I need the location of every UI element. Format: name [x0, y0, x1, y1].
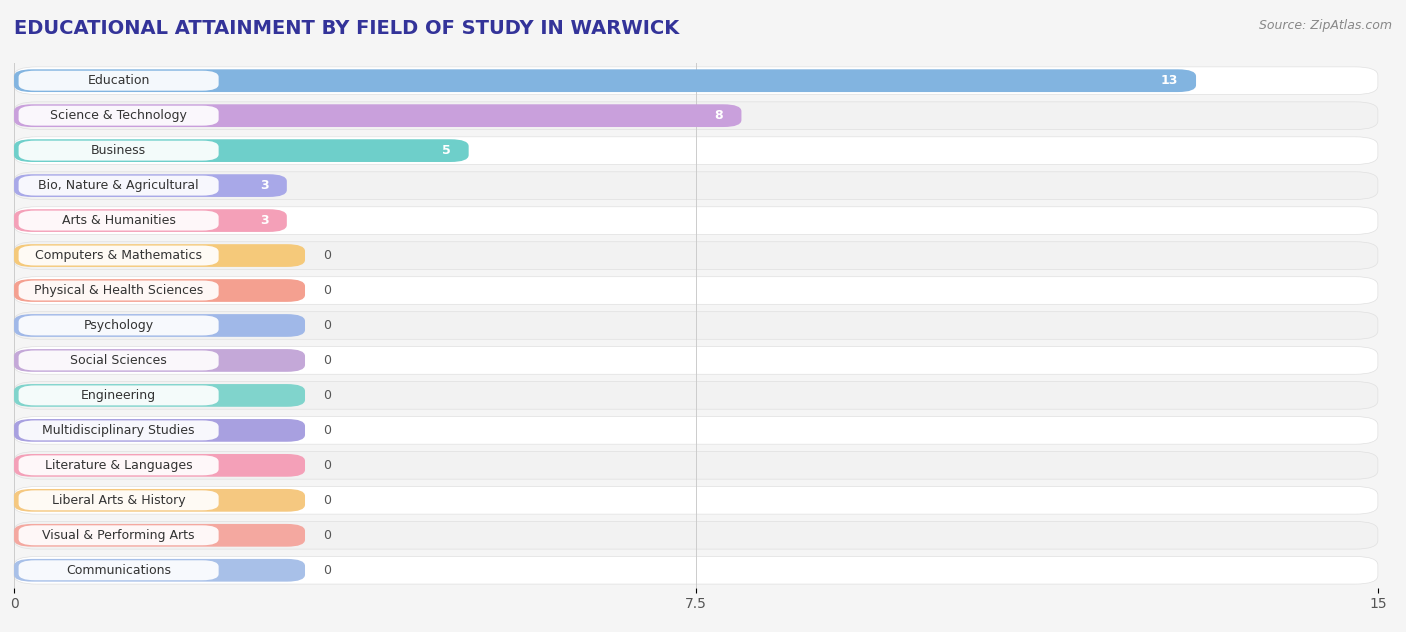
- FancyBboxPatch shape: [14, 416, 1378, 444]
- Text: Psychology: Psychology: [83, 319, 153, 332]
- Text: Education: Education: [87, 74, 150, 87]
- FancyBboxPatch shape: [14, 451, 1378, 479]
- FancyBboxPatch shape: [14, 137, 1378, 164]
- FancyBboxPatch shape: [14, 139, 468, 162]
- FancyBboxPatch shape: [18, 561, 219, 580]
- FancyBboxPatch shape: [14, 172, 1378, 200]
- FancyBboxPatch shape: [14, 349, 305, 372]
- FancyBboxPatch shape: [14, 174, 287, 197]
- FancyBboxPatch shape: [14, 314, 305, 337]
- Text: 8: 8: [714, 109, 723, 122]
- Text: 3: 3: [260, 179, 269, 192]
- FancyBboxPatch shape: [14, 244, 305, 267]
- FancyBboxPatch shape: [14, 279, 305, 302]
- FancyBboxPatch shape: [18, 106, 219, 126]
- FancyBboxPatch shape: [18, 525, 219, 545]
- FancyBboxPatch shape: [14, 346, 1378, 374]
- Text: 0: 0: [323, 424, 332, 437]
- Text: 0: 0: [323, 459, 332, 472]
- Text: 3: 3: [260, 214, 269, 227]
- Text: Bio, Nature & Agricultural: Bio, Nature & Agricultural: [38, 179, 198, 192]
- FancyBboxPatch shape: [18, 176, 219, 195]
- FancyBboxPatch shape: [18, 315, 219, 336]
- FancyBboxPatch shape: [14, 384, 305, 407]
- FancyBboxPatch shape: [18, 246, 219, 265]
- FancyBboxPatch shape: [14, 102, 1378, 130]
- FancyBboxPatch shape: [14, 419, 305, 442]
- Text: 0: 0: [323, 284, 332, 297]
- Text: Business: Business: [91, 144, 146, 157]
- FancyBboxPatch shape: [14, 454, 305, 477]
- Text: Liberal Arts & History: Liberal Arts & History: [52, 494, 186, 507]
- FancyBboxPatch shape: [14, 70, 1197, 92]
- FancyBboxPatch shape: [18, 281, 219, 300]
- Text: 13: 13: [1160, 74, 1178, 87]
- FancyBboxPatch shape: [18, 386, 219, 405]
- Text: Computers & Mathematics: Computers & Mathematics: [35, 249, 202, 262]
- Text: Engineering: Engineering: [82, 389, 156, 402]
- FancyBboxPatch shape: [14, 489, 305, 512]
- FancyBboxPatch shape: [14, 67, 1378, 95]
- Text: 0: 0: [323, 354, 332, 367]
- Text: 0: 0: [323, 249, 332, 262]
- Text: Arts & Humanities: Arts & Humanities: [62, 214, 176, 227]
- Text: 0: 0: [323, 494, 332, 507]
- Text: Source: ZipAtlas.com: Source: ZipAtlas.com: [1258, 19, 1392, 32]
- Text: Multidisciplinary Studies: Multidisciplinary Studies: [42, 424, 195, 437]
- Text: Literature & Languages: Literature & Languages: [45, 459, 193, 472]
- Text: Science & Technology: Science & Technology: [51, 109, 187, 122]
- FancyBboxPatch shape: [14, 209, 287, 232]
- FancyBboxPatch shape: [18, 490, 219, 510]
- FancyBboxPatch shape: [14, 524, 305, 547]
- Text: Social Sciences: Social Sciences: [70, 354, 167, 367]
- FancyBboxPatch shape: [14, 207, 1378, 234]
- FancyBboxPatch shape: [14, 559, 305, 581]
- Text: Physical & Health Sciences: Physical & Health Sciences: [34, 284, 204, 297]
- FancyBboxPatch shape: [18, 71, 219, 90]
- Text: EDUCATIONAL ATTAINMENT BY FIELD OF STUDY IN WARWICK: EDUCATIONAL ATTAINMENT BY FIELD OF STUDY…: [14, 19, 679, 38]
- FancyBboxPatch shape: [18, 456, 219, 475]
- FancyBboxPatch shape: [18, 420, 219, 441]
- FancyBboxPatch shape: [14, 104, 741, 127]
- FancyBboxPatch shape: [18, 141, 219, 161]
- Text: 5: 5: [441, 144, 450, 157]
- Text: Communications: Communications: [66, 564, 172, 577]
- FancyBboxPatch shape: [14, 312, 1378, 339]
- Text: 0: 0: [323, 529, 332, 542]
- FancyBboxPatch shape: [18, 210, 219, 231]
- Text: Visual & Performing Arts: Visual & Performing Arts: [42, 529, 195, 542]
- Text: 0: 0: [323, 389, 332, 402]
- FancyBboxPatch shape: [14, 382, 1378, 410]
- FancyBboxPatch shape: [14, 487, 1378, 514]
- FancyBboxPatch shape: [14, 521, 1378, 549]
- Text: 0: 0: [323, 564, 332, 577]
- Text: 0: 0: [323, 319, 332, 332]
- FancyBboxPatch shape: [14, 277, 1378, 305]
- FancyBboxPatch shape: [14, 556, 1378, 584]
- FancyBboxPatch shape: [14, 241, 1378, 269]
- FancyBboxPatch shape: [18, 351, 219, 370]
